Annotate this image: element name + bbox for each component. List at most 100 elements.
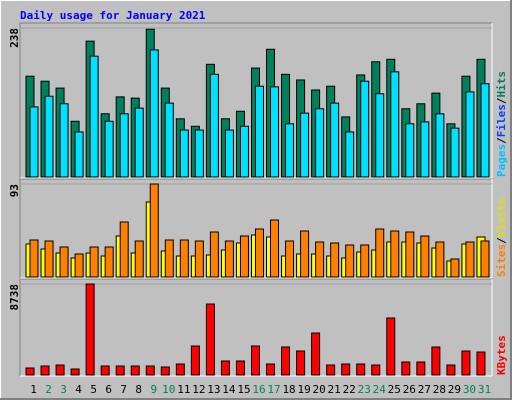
bar xyxy=(311,332,321,376)
bar xyxy=(164,239,174,278)
bar xyxy=(420,121,430,178)
legend-entry: Files xyxy=(495,104,508,137)
legend-entry: Visits xyxy=(495,198,508,238)
bar xyxy=(74,131,84,178)
bar xyxy=(74,253,84,278)
x-tick-label: 8 xyxy=(135,383,142,396)
bar xyxy=(224,240,234,278)
bar xyxy=(164,102,174,178)
bar xyxy=(29,239,39,278)
x-tick-label: 30 xyxy=(463,383,476,396)
bar xyxy=(44,240,54,278)
legend-entry: Pages xyxy=(495,144,508,177)
bar xyxy=(89,246,99,278)
bar xyxy=(254,85,264,178)
bar xyxy=(371,364,381,376)
bar xyxy=(405,123,415,178)
bar xyxy=(70,368,80,376)
bar xyxy=(386,317,396,376)
bar xyxy=(285,240,295,278)
legend-separator: / xyxy=(495,137,508,144)
legend: Pages/Files/Hits xyxy=(495,71,508,177)
x-tick-label: 13 xyxy=(207,383,220,396)
x-tick-label: 20 xyxy=(313,383,326,396)
y-tick-label: 8738 xyxy=(8,284,21,311)
bar xyxy=(89,55,99,178)
bar xyxy=(254,228,264,278)
bar xyxy=(134,107,144,178)
bar xyxy=(235,360,245,376)
bar xyxy=(29,106,39,178)
bar xyxy=(300,112,310,178)
x-tick-label: 3 xyxy=(60,383,67,396)
x-tick-label: 6 xyxy=(105,383,112,396)
x-tick-label: 12 xyxy=(192,383,205,396)
bar xyxy=(450,127,460,178)
bar xyxy=(119,221,129,278)
bar xyxy=(405,231,415,278)
bar xyxy=(134,240,144,278)
bar xyxy=(100,365,110,376)
bar xyxy=(25,367,35,376)
bar xyxy=(281,346,291,376)
bar xyxy=(420,235,430,278)
x-tick-label: 22 xyxy=(343,383,356,396)
legend: KBytes xyxy=(495,335,508,375)
bar xyxy=(59,103,69,178)
bar xyxy=(375,228,385,278)
bar xyxy=(179,129,189,178)
x-tick-label: 18 xyxy=(282,383,295,396)
bar xyxy=(40,365,50,376)
bar xyxy=(416,361,426,376)
bar xyxy=(160,366,170,376)
bar xyxy=(149,183,159,278)
y-tick-label: 93 xyxy=(8,184,21,197)
bar xyxy=(285,123,295,178)
bar xyxy=(270,86,280,178)
bar xyxy=(330,102,340,178)
bar xyxy=(115,365,125,376)
bar xyxy=(175,363,185,376)
bar xyxy=(220,360,230,376)
x-tick-label: 25 xyxy=(388,383,401,396)
bar xyxy=(266,363,276,376)
y-tick-label: 238 xyxy=(8,28,21,48)
legend-separator: / xyxy=(495,237,508,244)
x-tick-label: 27 xyxy=(418,383,431,396)
bar xyxy=(461,350,471,376)
x-tick-label: 11 xyxy=(177,383,190,396)
bar xyxy=(345,131,355,178)
bar xyxy=(209,231,219,278)
x-tick-label: 28 xyxy=(433,383,446,396)
bar xyxy=(55,364,65,376)
bar xyxy=(435,241,445,278)
legend-entry: Hits xyxy=(495,71,508,98)
legend-separator: / xyxy=(495,97,508,104)
bar xyxy=(450,258,460,278)
x-tick-label: 14 xyxy=(222,383,236,396)
x-tick-label: 2 xyxy=(45,383,52,396)
bar xyxy=(296,350,306,376)
x-tick-label: 31 xyxy=(478,383,491,396)
legend-entry: KBytes xyxy=(495,335,508,375)
bar xyxy=(356,363,366,376)
bar xyxy=(209,73,219,178)
x-tick-label: 4 xyxy=(75,383,82,396)
bar xyxy=(360,244,370,278)
bar xyxy=(130,365,140,376)
x-tick-label: 29 xyxy=(448,383,461,396)
bar xyxy=(149,49,159,178)
x-tick-label: 17 xyxy=(267,383,280,396)
bar xyxy=(179,239,189,278)
bar xyxy=(480,240,490,278)
bar xyxy=(401,361,411,376)
bar xyxy=(239,235,249,278)
chart-title: Daily usage for January 2021 xyxy=(20,9,206,22)
legend: Sites/Visits xyxy=(495,198,508,278)
bar xyxy=(119,113,129,178)
bar xyxy=(446,364,456,376)
x-tick-label: 23 xyxy=(358,383,371,396)
x-tick-label: 21 xyxy=(328,383,341,396)
